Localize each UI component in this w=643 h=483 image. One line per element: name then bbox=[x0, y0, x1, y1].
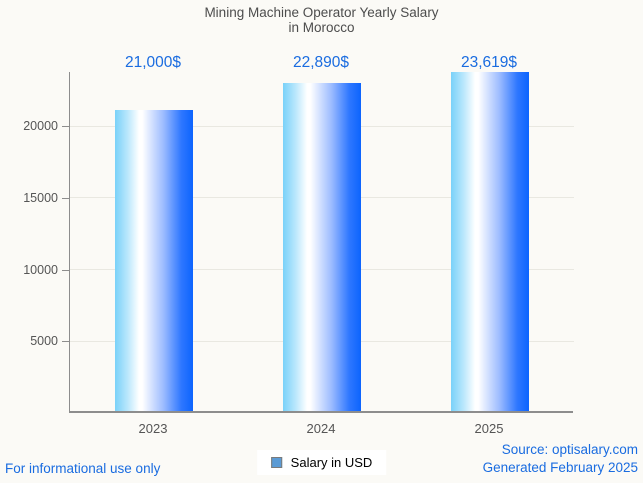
y-axis-label: 5000 bbox=[30, 334, 58, 349]
y-axis-label: 20000 bbox=[23, 119, 58, 134]
bar-2025[interactable] bbox=[451, 72, 529, 411]
chart-title: Mining Machine Operator Yearly Salary in… bbox=[0, 5, 643, 35]
x-axis-label: 2023 bbox=[138, 421, 168, 436]
source-text: Source: optisalary.com bbox=[501, 442, 638, 457]
disclaimer-text: For informational use only bbox=[5, 461, 161, 476]
bar-value-label: 23,619$ bbox=[460, 54, 518, 71]
y-axis-label: 10000 bbox=[23, 262, 58, 277]
legend-label: Salary in USD bbox=[290, 455, 373, 470]
legend[interactable]: Salary in USD bbox=[256, 450, 387, 475]
y-axis-tick bbox=[62, 341, 69, 343]
bar-value-label: 22,890$ bbox=[292, 54, 350, 71]
bar-2024[interactable] bbox=[283, 82, 361, 411]
bar-value-label: 21,000$ bbox=[124, 54, 182, 71]
plot-area bbox=[69, 72, 574, 413]
x-axis-label: 2025 bbox=[474, 421, 504, 436]
bar-2023[interactable] bbox=[115, 109, 193, 411]
y-axis-tick bbox=[62, 197, 69, 199]
source-block: Source: optisalary.com Generated Februar… bbox=[483, 441, 638, 477]
x-axis-label: 2024 bbox=[306, 421, 336, 436]
y-axis-tick bbox=[62, 126, 69, 128]
y-axis-tick bbox=[62, 269, 69, 271]
legend-marker-icon bbox=[270, 457, 282, 468]
generated-text: Generated February 2025 bbox=[482, 460, 638, 475]
y-axis-label: 15000 bbox=[23, 190, 58, 205]
chart-title-line1: Mining Machine Operator Yearly Salary bbox=[204, 5, 439, 20]
chart-title-line2: in Morocco bbox=[288, 20, 355, 35]
